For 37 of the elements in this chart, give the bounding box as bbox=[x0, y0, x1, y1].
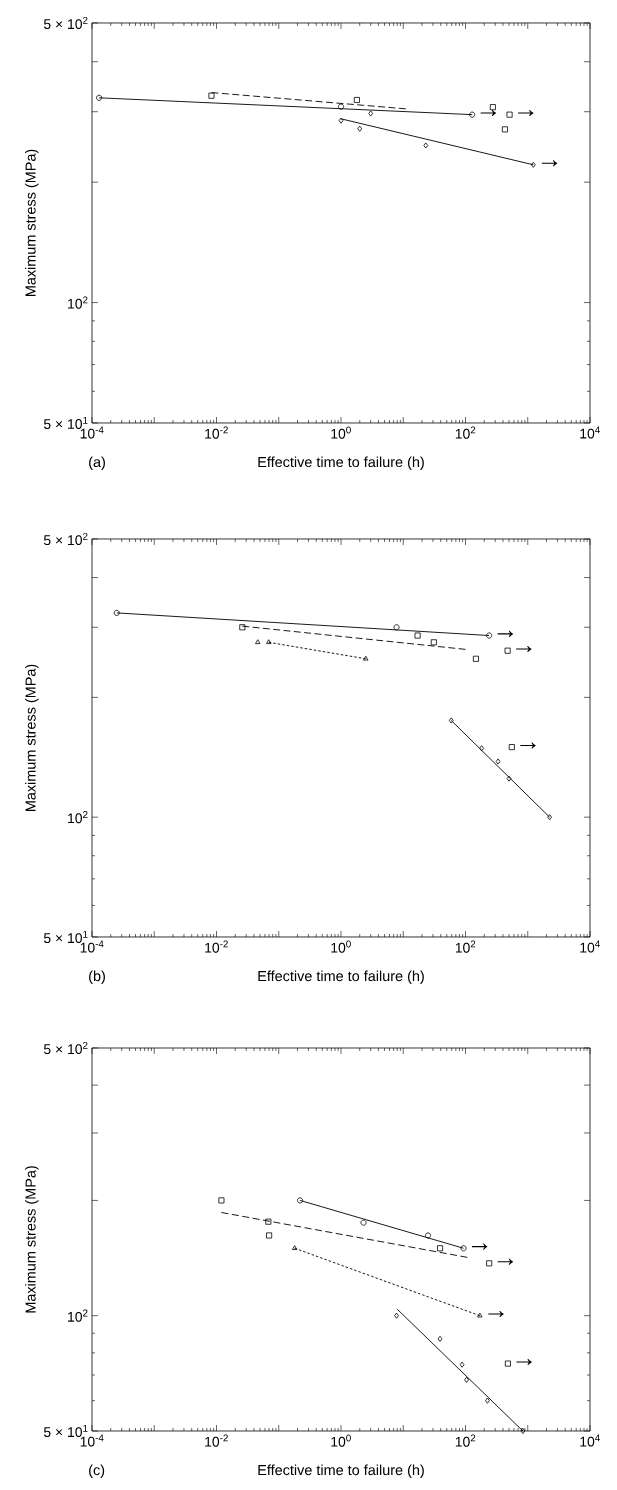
y-axis-title: Maximum stress (MPa) bbox=[25, 149, 39, 297]
x-tick-label: 10$^{-2}$ bbox=[205, 1434, 228, 1447]
x-tick-label: 10$^{4}$ bbox=[580, 940, 600, 953]
y-tick-label: 10$^{2}$ bbox=[68, 1309, 88, 1322]
annotation: → bbox=[541, 160, 558, 167]
text: (c) bbox=[89, 1464, 105, 1478]
annotation: → bbox=[497, 1258, 513, 1265]
y-tick-label: 5 × 10$^{2}$ bbox=[43, 532, 88, 546]
x-tick-label: 10$^{2}$ bbox=[455, 426, 476, 439]
annotation: → bbox=[518, 109, 534, 117]
x-tick-label: 10$^{0}$ bbox=[331, 426, 351, 439]
annotation: → bbox=[516, 646, 532, 653]
text: (a) bbox=[89, 456, 105, 470]
y-axis-title: Maximum stress (MPa) bbox=[25, 664, 39, 812]
text: (b) bbox=[89, 970, 105, 984]
y-tick-label: 10$^{2}$ bbox=[68, 811, 88, 824]
x-axis-title: Effective time to failure (h) bbox=[258, 456, 424, 470]
x-axis-title: Effective time to failure (h) bbox=[258, 1464, 424, 1478]
y-axis-title: Maximum stress (MPa) bbox=[25, 1166, 39, 1313]
annotation: → bbox=[480, 109, 496, 117]
annotation: → bbox=[516, 1358, 532, 1365]
x-tick-label: 10$^{2}$ bbox=[455, 1434, 476, 1447]
y-tick-label: 5 × 10$^{2}$ bbox=[43, 16, 88, 30]
annotation: → bbox=[497, 630, 513, 637]
annotation: → bbox=[488, 1311, 504, 1318]
x-tick-label: 10$^{-2}$ bbox=[205, 940, 228, 953]
annotation: → bbox=[472, 1243, 488, 1250]
x-tick-label: 10$^{0}$ bbox=[331, 940, 351, 953]
x-tick-label: 10$^{-2}$ bbox=[205, 426, 228, 439]
x-axis-title: Effective time to failure (h) bbox=[258, 970, 424, 984]
x-tick-label: 10$^{4}$ bbox=[580, 426, 600, 439]
annotation: → bbox=[520, 742, 536, 749]
x-tick-label: 10$^{0}$ bbox=[331, 1434, 351, 1447]
y-tick-label: 10$^{2}$ bbox=[68, 296, 88, 309]
x-tick-label: 10$^{4}$ bbox=[580, 1434, 600, 1447]
y-tick-label: 5 × 10$^{2}$ bbox=[43, 1041, 88, 1055]
x-tick-label: 10$^{2}$ bbox=[455, 940, 476, 953]
